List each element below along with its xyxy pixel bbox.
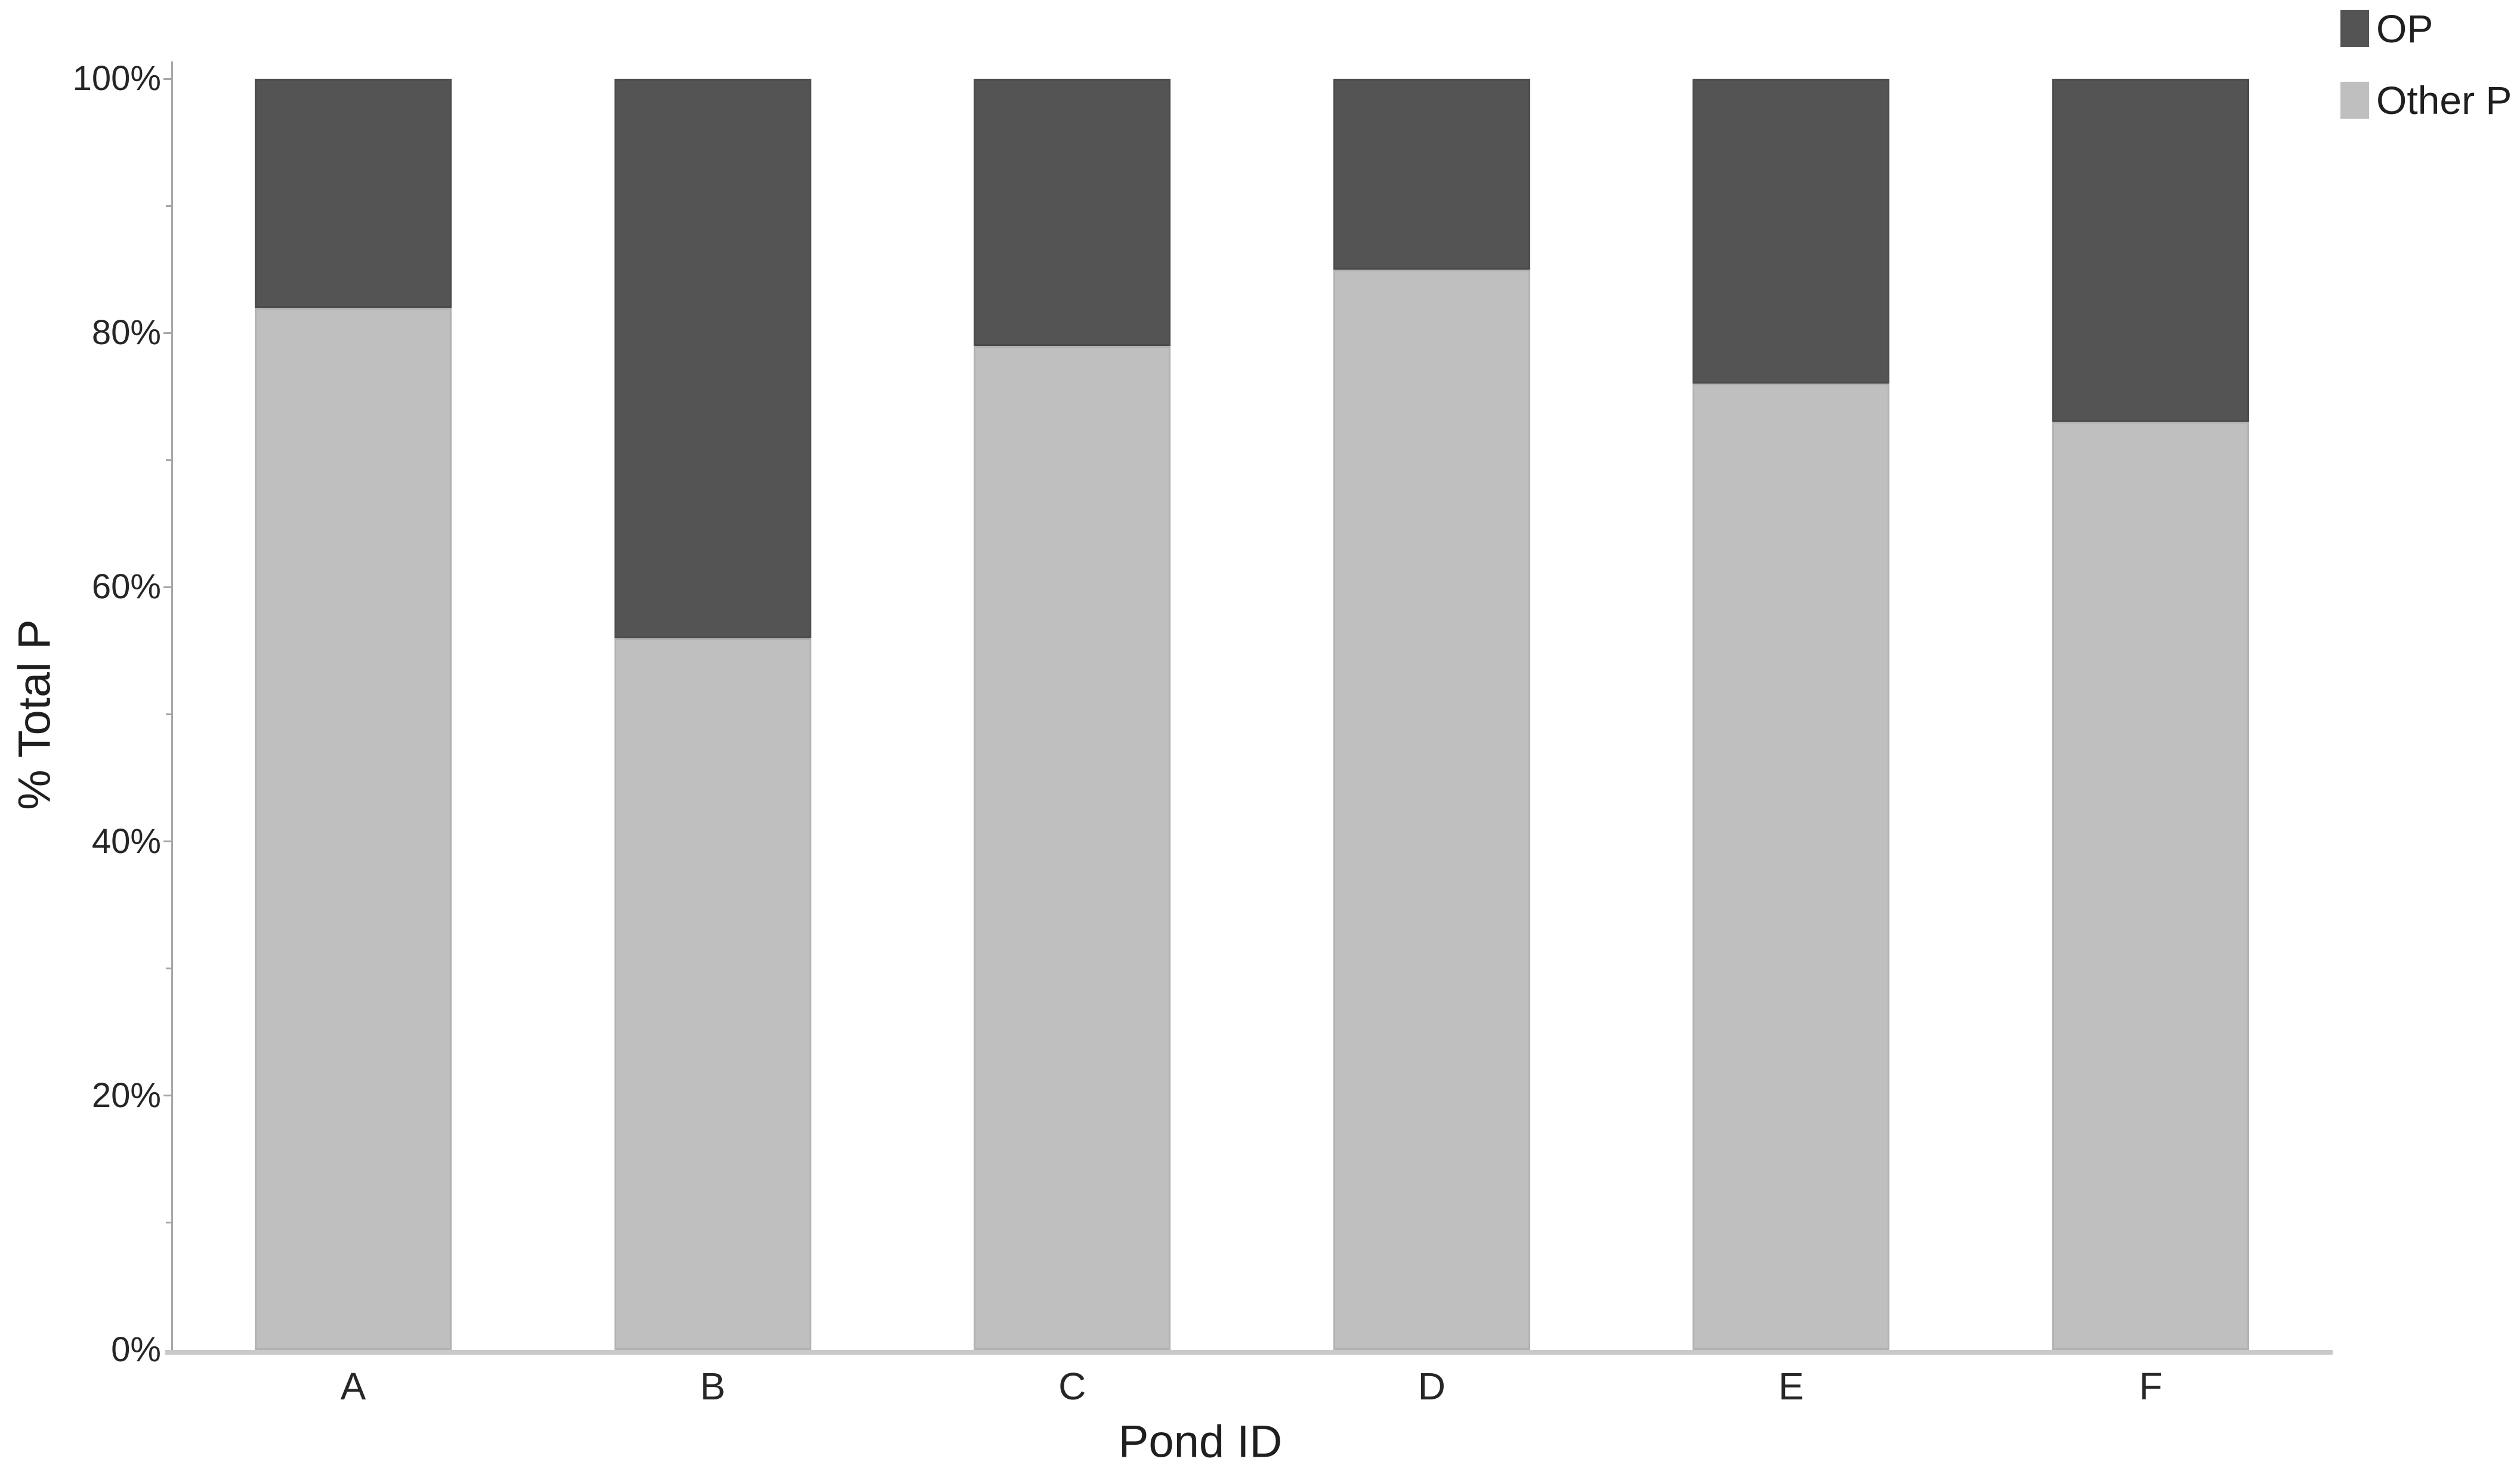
y-minor-tick [166, 713, 171, 715]
y-tick-label: 40% [91, 821, 161, 861]
y-tick-label: 80% [91, 313, 161, 353]
bar-segment-otherp-A [255, 307, 452, 1350]
y-minor-tick [166, 205, 171, 207]
x-axis-baseline [165, 1350, 2333, 1355]
bar-group-C [974, 79, 1171, 1350]
bar-segment-op-D [1333, 79, 1530, 270]
bar-group-B [614, 79, 811, 1350]
x-tick-label-C: C [1058, 1365, 1086, 1408]
bar-segment-otherp-E [1693, 384, 1890, 1350]
bar-segment-op-E [1693, 79, 1890, 384]
x-tick-label-F: F [2139, 1365, 2163, 1408]
y-minor-tick [166, 968, 171, 970]
y-major-tick [163, 332, 171, 334]
bar-segment-otherp-B [614, 638, 811, 1350]
bar-group-E [1693, 79, 1890, 1350]
y-minor-tick [166, 1222, 171, 1224]
x-axis-title: Pond ID [1118, 1416, 1283, 1467]
y-tick-label: 60% [91, 567, 161, 607]
bar-segment-otherp-C [974, 345, 1171, 1350]
y-major-tick [163, 586, 171, 588]
legend-item-op: OP [2340, 6, 2512, 51]
y-major-tick [163, 78, 171, 80]
bar-segment-op-A [255, 79, 452, 308]
x-tick-label-E: E [1778, 1365, 1804, 1408]
bar-group-F [2052, 79, 2249, 1350]
legend-swatch-icon [2340, 82, 2369, 119]
legend-label: OP [2376, 7, 2433, 51]
x-tick-label-B: B [700, 1365, 725, 1408]
y-tick-label: 20% [91, 1076, 161, 1115]
bar-segment-op-C [974, 79, 1171, 346]
x-tick-label-A: A [340, 1365, 366, 1408]
bar-group-A [255, 79, 452, 1350]
y-minor-tick [166, 459, 171, 461]
bar-segment-otherp-F [2052, 422, 2249, 1350]
bar-segment-op-B [614, 79, 811, 638]
bar-segment-op-F [2052, 79, 2249, 422]
y-axis-title: % Total P [9, 619, 60, 810]
legend-swatch-icon [2340, 10, 2369, 47]
bar-segment-otherp-D [1333, 269, 1530, 1350]
y-major-tick [163, 1095, 171, 1097]
y-tick-label: 100% [72, 59, 161, 98]
y-axis-line [171, 61, 173, 1355]
y-major-tick [163, 840, 171, 843]
bar-group-D [1333, 79, 1530, 1350]
legend-label: Other P [2376, 78, 2512, 122]
y-tick-label: 0% [111, 1330, 161, 1369]
legend: OP Other P [2340, 6, 2512, 149]
legend-item-other-p: Other P [2340, 78, 2512, 123]
x-tick-label-D: D [1418, 1365, 1446, 1408]
